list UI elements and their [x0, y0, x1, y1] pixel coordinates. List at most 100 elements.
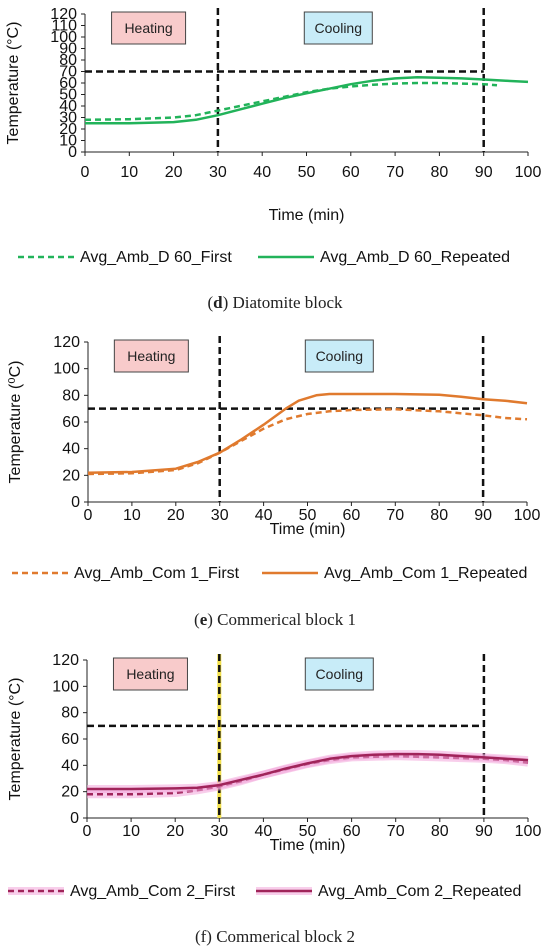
heating-label-box-text: Heating: [124, 20, 172, 36]
series-line-repeated: [85, 76, 529, 125]
x-tick-label: 60: [343, 823, 361, 840]
y-tick-label: 10: [59, 133, 77, 150]
caption-text: Diatomite block: [228, 293, 343, 312]
legend-label: Avg_Amb_D 60_First: [80, 249, 232, 266]
chart-commercial-1: 0 20 40 60 80 100 120 0 10 20 30 40 50 60 70 80 90 100 Tim…: [7, 334, 541, 582]
cooling-label-box-text: Cooling: [316, 348, 363, 364]
legend-item: Avg_Amb_Com 2_First: [8, 883, 236, 900]
x-tick-label: 60: [342, 164, 360, 181]
cooling-label-box-rect: [303, 11, 373, 45]
x-tick-label: 0: [83, 823, 92, 840]
x-tick-label: 80: [431, 164, 449, 181]
x-tick-label: 40: [255, 507, 273, 524]
y-axis-label: Temperature (°C): [5, 22, 22, 145]
y-tick-label: 0: [70, 810, 79, 827]
cooling-label-box-rect: [304, 339, 374, 373]
y-tick-label: 80: [59, 52, 77, 69]
x-axis-label: Time (min): [270, 521, 346, 538]
x-tick-label: 80: [431, 823, 449, 840]
x-tick-label: 10: [123, 507, 141, 524]
y-tick-label: 0: [68, 144, 77, 161]
chart-panel-f: 0 20 40 60 80 100 120 0 10 20 30 40 50 60 70 80 90 100 Tim…: [0, 640, 550, 951]
legend-label: Avg_Amb_Com 2_First: [70, 883, 236, 900]
cooling-label-box: Cooling: [304, 339, 374, 373]
heating-label-box-text: Heating: [126, 666, 174, 682]
series-glow: [87, 750, 529, 793]
heating-label-box: Heating: [112, 657, 188, 691]
x-tick-label: 20: [166, 823, 184, 840]
series-line-first: [84, 81, 498, 122]
legend-label: Avg_Amb_D 60_Repeated: [320, 249, 510, 266]
series-line-repeated: [87, 392, 528, 474]
y-tick-label: 110: [51, 18, 77, 35]
y-axis-label: Temperature (°C): [7, 678, 24, 801]
x-tick-label: 40: [255, 823, 273, 840]
series-line-first: [87, 408, 528, 476]
cooling-label-box-rect: [304, 657, 374, 691]
y-tick-label: 80: [61, 705, 79, 722]
cooling-label-box: Cooling: [303, 11, 373, 45]
chart-panel-e: 0 20 40 60 80 100 120 0 10 20 30 40 50 60 70 80 90 100 Tim…: [0, 320, 550, 640]
x-tick-label: 60: [343, 507, 361, 524]
x-tick-label: 30: [211, 507, 229, 524]
legend-label: Avg_Amb_Com 1_First: [74, 565, 240, 582]
y-tick-label: 100: [53, 361, 80, 378]
chart-commercial-2: 0 20 40 60 80 100 120 0 10 20 30 40 50 60 70 80 90 100 Tim…: [7, 652, 541, 900]
y-tick-label: 70: [59, 64, 77, 81]
x-tick-label: 30: [209, 164, 227, 181]
y-tick-label: 120: [53, 334, 80, 351]
y-tick-label: 20: [61, 784, 79, 801]
y-tick-label: 120: [50, 6, 77, 23]
legend-item: Avg_Amb_Com 1_First: [12, 565, 240, 582]
y-axis-label: Temperature (⁰C): [7, 361, 24, 484]
y-tick-label: 40: [59, 98, 77, 115]
caption-text: Commerical block 1: [212, 610, 356, 629]
x-tick-label: 20: [165, 164, 183, 181]
x-tick-label: 40: [253, 164, 271, 181]
x-tick-label: 100: [514, 507, 541, 524]
y-tick-label: 120: [52, 652, 79, 669]
cooling-label-box: Cooling: [304, 657, 374, 691]
caption-letter: e: [199, 610, 208, 629]
x-axis-label: Time (min): [269, 207, 345, 224]
x-tick-label: 90: [475, 164, 493, 181]
heating-label-box-rect: [112, 657, 188, 691]
series-line-repeated: [87, 752, 529, 791]
chart-panel-d: 0 10 20 30 40 50 60 70 80 90 100 110 120 0 10 20 30 40 50 6…: [0, 0, 550, 320]
legend-label: Avg_Amb_Com 2_Repeated: [318, 883, 521, 900]
x-axis-label: Time (min): [270, 837, 346, 854]
x-tick-label: 0: [81, 164, 90, 181]
y-tick-label: 60: [61, 731, 79, 748]
legend-item: Avg_Amb_D 60_First: [18, 249, 232, 266]
x-tick-label: 10: [122, 823, 140, 840]
x-tick-label: 90: [474, 507, 492, 524]
heating-label-box-rect: [113, 339, 189, 373]
y-tick-label: 30: [59, 110, 77, 127]
x-tick-label: 70: [387, 823, 405, 840]
x-tick-label: 50: [299, 507, 317, 524]
cooling-label-box-text: Cooling: [315, 20, 362, 36]
x-tick-label: 70: [386, 507, 404, 524]
x-tick-label: 100: [515, 164, 542, 181]
y-tick-label: 60: [62, 414, 80, 431]
caption-text: (f) Commerical block 2: [194, 927, 356, 946]
x-tick-label: 50: [298, 164, 316, 181]
y-tick-label: 80: [62, 387, 80, 404]
x-tick-label: 10: [120, 164, 138, 181]
cooling-label-box-text: Cooling: [316, 666, 363, 682]
legend-item: Avg_Amb_Com 1_Repeated: [262, 565, 527, 582]
heating-label-box-text: Heating: [127, 348, 175, 364]
y-tick-label: 90: [59, 41, 77, 58]
y-tick-label: 0: [71, 494, 80, 511]
y-tick-label: 40: [62, 441, 80, 458]
legend-item: Avg_Amb_D 60_Repeated: [258, 249, 510, 266]
x-tick-label: 20: [167, 507, 185, 524]
caption-letter: d: [213, 293, 223, 312]
y-tick-label: 40: [61, 757, 79, 774]
y-tick-label: 100: [52, 678, 79, 695]
caption-d: (d) Diatomite block: [207, 293, 343, 312]
heating-label-box: Heating: [113, 339, 189, 373]
x-tick-label: 30: [210, 823, 228, 840]
x-tick-label: 50: [299, 823, 317, 840]
x-tick-label: 0: [84, 507, 93, 524]
